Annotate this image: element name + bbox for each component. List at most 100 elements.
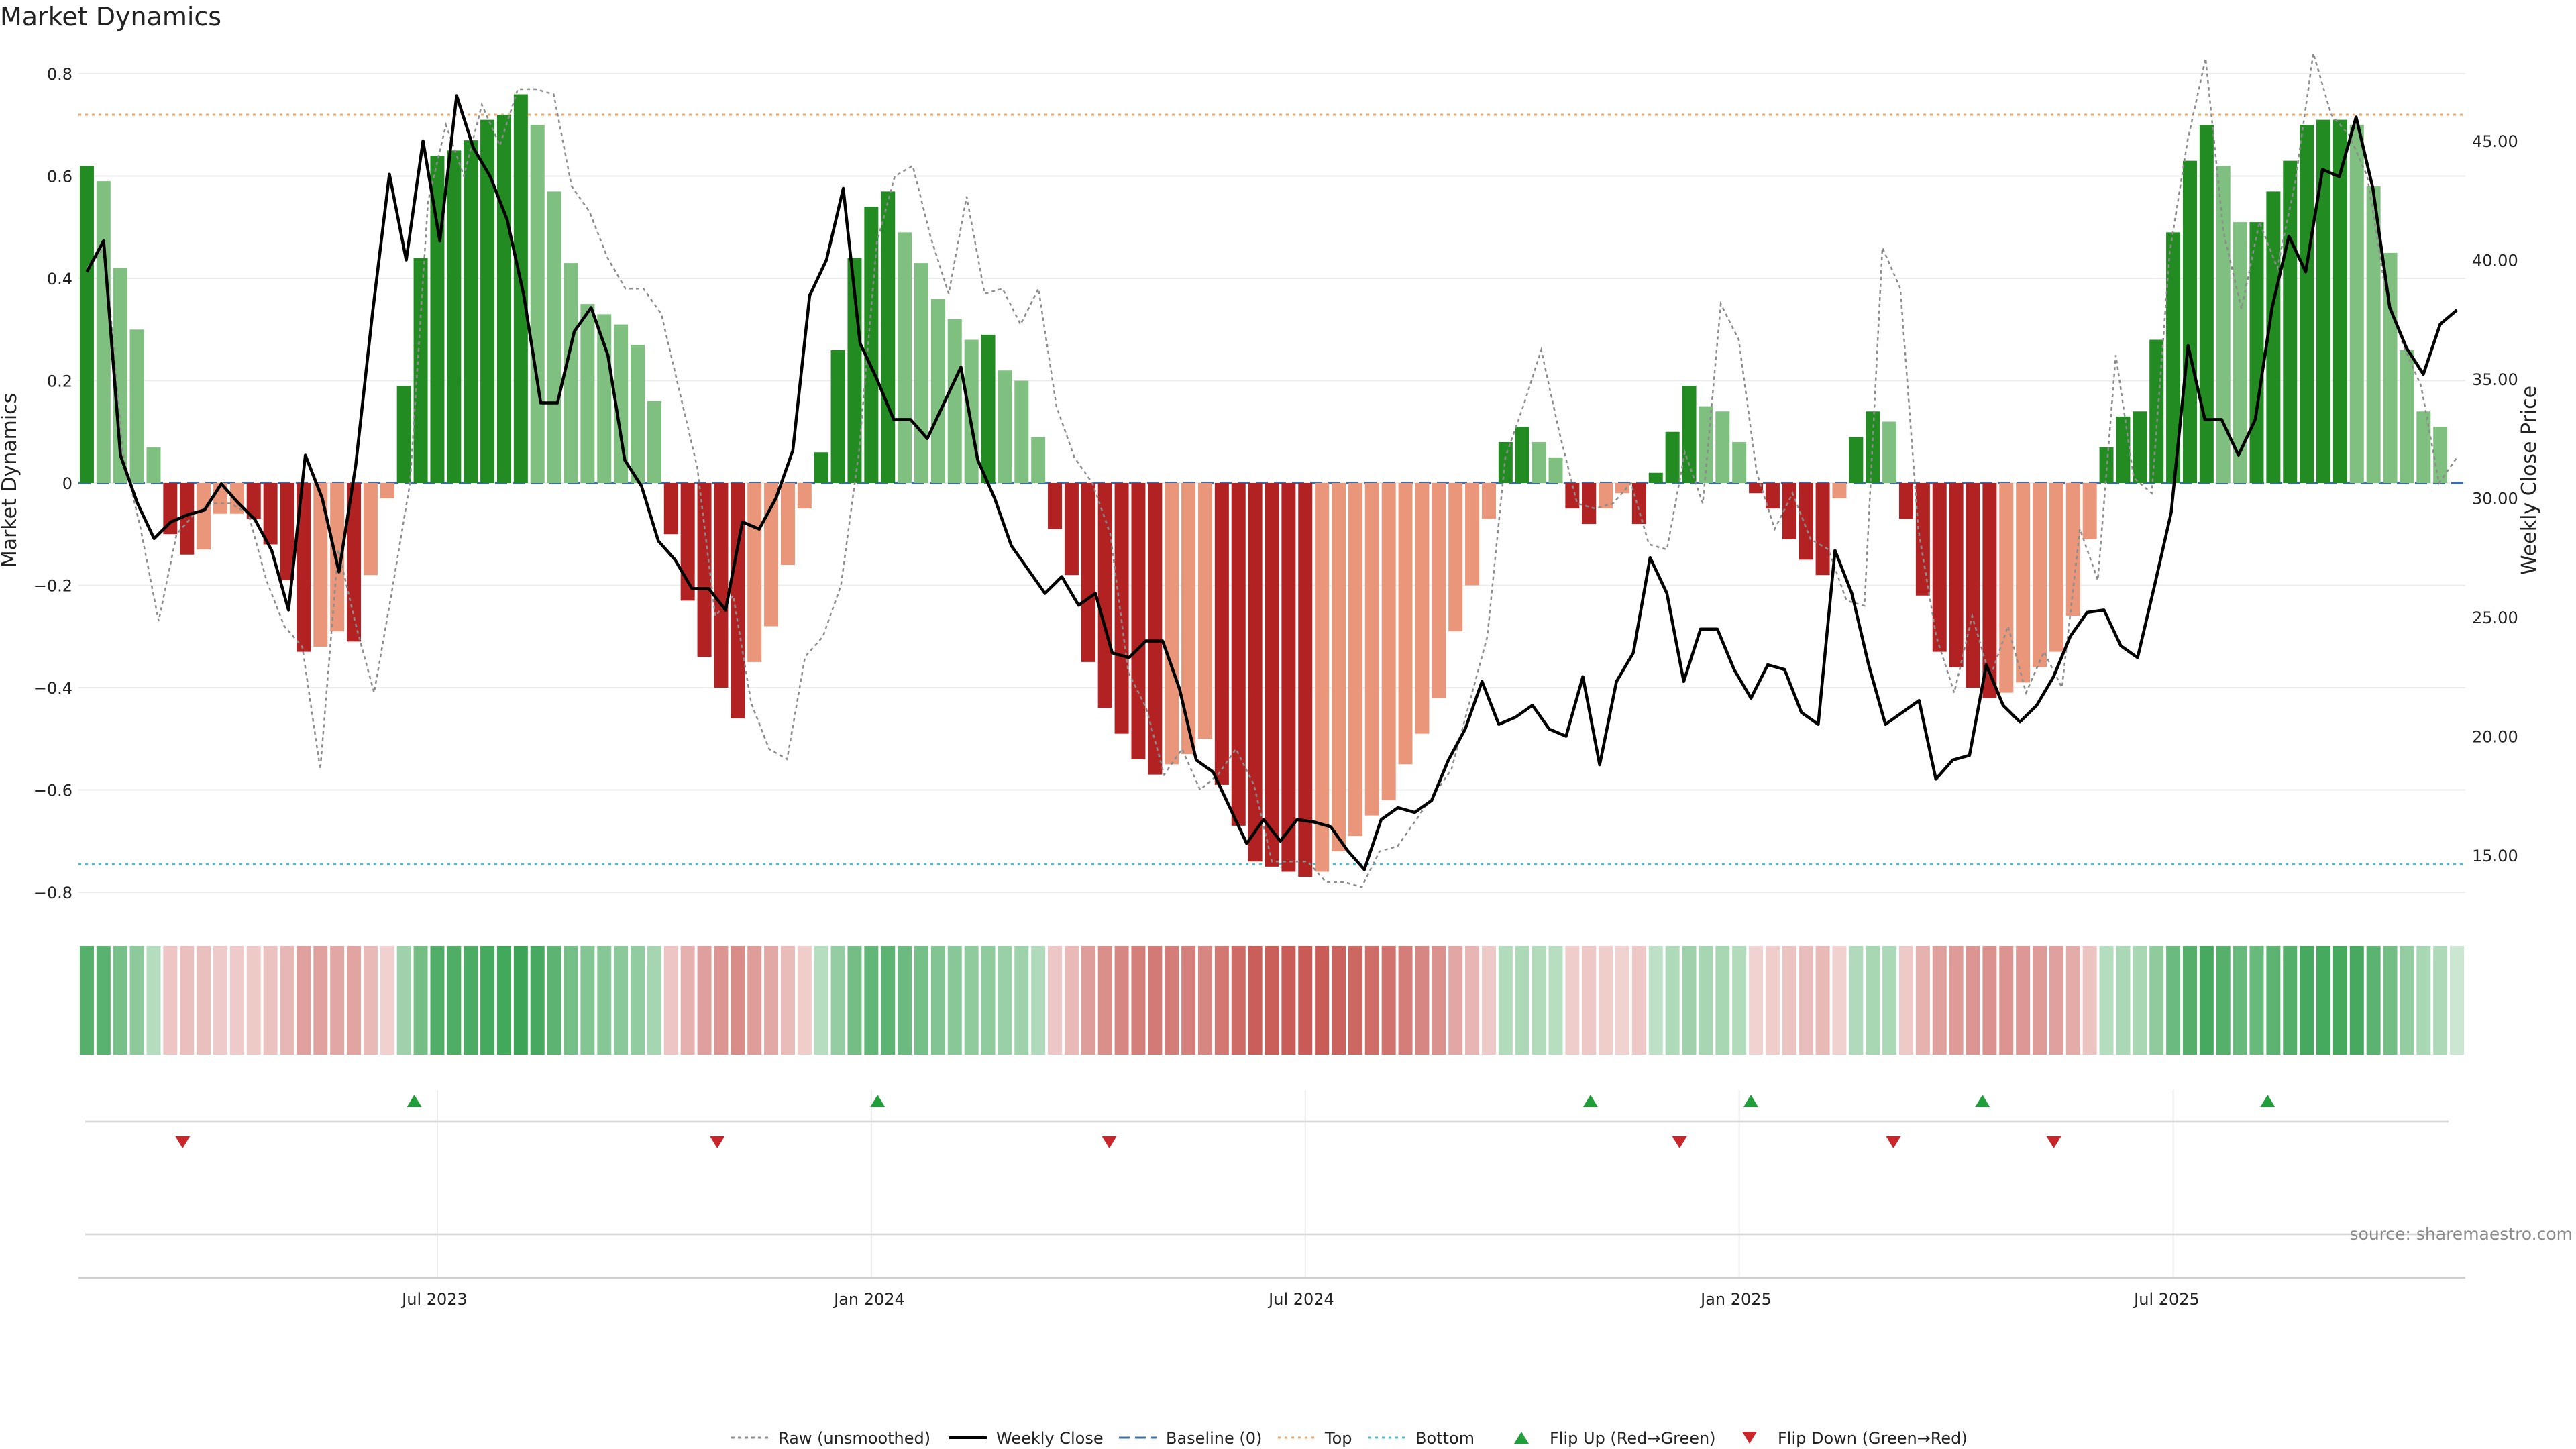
heat-cell xyxy=(1682,946,1697,1055)
y-tick-label: −0.2 xyxy=(34,577,72,596)
dynamics-bar xyxy=(1749,483,1764,494)
heat-cell xyxy=(513,946,528,1055)
heat-cell xyxy=(1999,946,2014,1055)
dynamics-bar xyxy=(113,268,127,483)
dynamics-bar xyxy=(2332,119,2347,483)
heat-cell xyxy=(1915,946,1930,1055)
heat-cell xyxy=(1832,946,1847,1055)
dynamics-bar xyxy=(2249,222,2264,483)
dynamics-bar xyxy=(96,181,111,483)
heat-cell xyxy=(113,946,127,1055)
heat-cell xyxy=(697,946,712,1055)
heat-cell xyxy=(2332,946,2347,1055)
heat-cell xyxy=(2300,946,2314,1055)
heat-cell xyxy=(1515,946,1529,1055)
heat-cell xyxy=(1415,946,1430,1055)
y-axis-left: 0.8 0.6 0.4 0.2 0 −0.2 −0.4 −0.6 −0.8 xyxy=(34,65,72,902)
dynamics-bar xyxy=(1315,483,1330,872)
dynamics-bar xyxy=(1432,483,1446,698)
heat-cell xyxy=(614,946,629,1055)
y-axis-right: 45.00 40.00 35.00 30.00 25.00 20.00 15.00 xyxy=(2472,132,2518,865)
dynamics-bar xyxy=(547,191,561,483)
heat-cell xyxy=(2233,946,2247,1055)
heat-cell xyxy=(1448,946,1463,1055)
dynamics-bar xyxy=(1298,483,1313,877)
dynamics-bar xyxy=(2300,125,2314,483)
dynamics-bar xyxy=(2316,119,2331,483)
dynamics-bar xyxy=(1231,483,1246,826)
dynamics-bar xyxy=(1481,483,1496,519)
heat-cell xyxy=(129,946,144,1055)
heat-cell xyxy=(530,946,545,1055)
heat-cell xyxy=(2033,946,2047,1055)
dynamics-bar xyxy=(2065,483,2080,616)
heat-cell xyxy=(580,946,595,1055)
dynamics-bar xyxy=(1214,483,1229,785)
heat-cell xyxy=(2383,946,2398,1055)
heat-cell xyxy=(930,946,945,1055)
x-tick-label: Jul 2025 xyxy=(2133,1290,2200,1309)
heat-cell xyxy=(947,946,962,1055)
dynamics-bar xyxy=(881,191,896,483)
legend-item: Baseline (0) xyxy=(1119,1429,1262,1448)
heat-cell xyxy=(1148,946,1163,1055)
dynamics-bar xyxy=(447,150,462,483)
heat-cell xyxy=(197,946,211,1055)
dynamics-bar xyxy=(1415,483,1430,734)
dynamics-bar xyxy=(1181,483,1196,755)
heat-cell xyxy=(1014,946,1029,1055)
heat-cell xyxy=(747,946,762,1055)
dynamics-bar xyxy=(1615,483,1630,494)
heat-cell xyxy=(1715,946,1730,1055)
dynamics-bar xyxy=(614,324,629,483)
dynamics-bar xyxy=(2366,186,2381,483)
legend-label: Flip Down (Green→Red) xyxy=(1778,1429,1968,1448)
flip-markers-panel xyxy=(85,1095,2449,1148)
dynamics-bar xyxy=(1364,483,1379,816)
heat-cell xyxy=(814,946,828,1055)
dynamics-bar xyxy=(1949,483,1964,667)
y2-axis-label: Weekly Close Price xyxy=(2518,386,2541,575)
heat-cell xyxy=(1949,946,1964,1055)
y2-tick-label: 35.00 xyxy=(2472,370,2518,389)
heat-cell xyxy=(631,946,645,1055)
heat-cell xyxy=(964,946,979,1055)
heat-cell xyxy=(2149,946,2164,1055)
weekly-close-series xyxy=(85,94,2459,871)
dynamics-bar xyxy=(663,483,678,535)
heat-cell xyxy=(981,946,996,1055)
flip-down-marker xyxy=(1886,1136,1901,1148)
dynamics-bar xyxy=(1197,483,1212,739)
heat-cell xyxy=(1799,946,1813,1055)
dynamics-bar xyxy=(2033,483,2047,667)
dynamics-bar xyxy=(898,232,912,483)
raw-line xyxy=(86,53,2458,888)
heat-cell xyxy=(1898,946,1913,1055)
dynamics-bar xyxy=(764,483,779,627)
heat-cell xyxy=(1866,946,1880,1055)
legend-label: Top xyxy=(1324,1429,1352,1448)
dynamics-bar xyxy=(263,483,278,545)
dynamics-bar xyxy=(1114,483,1129,734)
heat-cell xyxy=(881,946,896,1055)
dynamics-bar xyxy=(1014,380,1029,483)
dynamics-bar xyxy=(1048,483,1063,529)
heat-cell xyxy=(1932,946,1947,1055)
heat-cell xyxy=(2049,946,2063,1055)
y2-tick-label: 15.00 xyxy=(2472,847,2518,865)
x-tick-label: Jul 2023 xyxy=(400,1290,468,1309)
heat-cell xyxy=(263,946,278,1055)
legend-label: Bottom xyxy=(1415,1429,1474,1448)
dynamics-bar xyxy=(680,483,695,601)
heat-cell xyxy=(2266,946,2281,1055)
y-tick-label: −0.6 xyxy=(34,782,72,800)
heat-cell xyxy=(2450,946,2465,1055)
heat-cell xyxy=(1648,946,1663,1055)
heat-cell xyxy=(2199,946,2214,1055)
dynamics-bar xyxy=(1398,483,1413,765)
heat-cell xyxy=(180,946,195,1055)
flip-up-marker xyxy=(870,1095,885,1107)
heat-cell xyxy=(1815,946,1830,1055)
dynamics-bar xyxy=(1381,483,1396,800)
heat-cell xyxy=(1031,946,1046,1055)
